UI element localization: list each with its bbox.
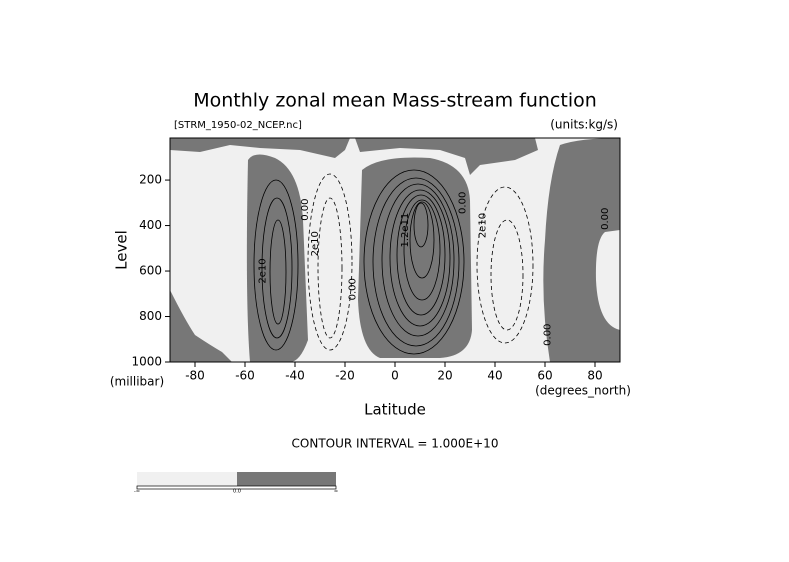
x-tick-label: -60 xyxy=(235,369,255,383)
colorbar-ticks xyxy=(136,485,337,490)
contour-label: 0.00 xyxy=(300,199,311,221)
contour-label: 1.2e11 xyxy=(400,213,411,248)
x-tick-label: -80 xyxy=(185,369,205,383)
colorbar-label: 0.0 xyxy=(233,489,241,495)
x-tick-label: -40 xyxy=(285,369,305,383)
contour-label: 2e10 xyxy=(258,258,269,283)
contour-lines xyxy=(253,169,534,355)
footer-note: CONTOUR INTERVAL = 1.000E+10 xyxy=(292,437,499,451)
y-axis-label: Level xyxy=(113,230,131,270)
x-tick-label: 60 xyxy=(537,369,552,383)
x-tick-label: -20 xyxy=(335,369,355,383)
x-tick-label: 40 xyxy=(487,369,502,383)
contour-label: 0.00 xyxy=(348,278,359,300)
y-tick-label: 400 xyxy=(139,218,162,232)
y-axis-unit: (millibar) xyxy=(110,375,164,389)
chart-title: Monthly zonal mean Mass-stream function xyxy=(193,90,597,112)
x-tick-label: 80 xyxy=(587,369,602,383)
subtitle-right: (units:kg/s) xyxy=(550,118,618,132)
y-tick-label: 600 xyxy=(139,264,162,278)
contour-label: 0.00 xyxy=(600,208,611,230)
contour-label: 0.00 xyxy=(543,324,554,346)
positive-regions xyxy=(170,138,620,362)
y-tick-label: 800 xyxy=(139,309,162,323)
colorbar: -∞ 0.0 ∞ xyxy=(134,472,338,495)
y-tick-label: 1000 xyxy=(131,355,162,369)
y-tick-label: 200 xyxy=(139,173,162,187)
x-axis-label: Latitude xyxy=(364,401,426,419)
colorbar-label: ∞ xyxy=(334,489,338,495)
plot-area xyxy=(169,137,621,363)
colorbar-negative xyxy=(137,472,237,486)
x-axis-unit: (degrees_north) xyxy=(535,384,631,398)
contour-label: 0.00 xyxy=(458,192,469,214)
colorbar-label: -∞ xyxy=(134,489,140,495)
contour-label: 2e10 xyxy=(478,213,489,238)
subtitle-left: [STRM_1950-02_NCEP.nc] xyxy=(174,120,302,131)
x-tick-label: 0 xyxy=(391,369,399,383)
axes: -80 -60 -40 -20 0 20 40 60 80 200 400 600 800 1000 2e1… xyxy=(131,173,611,383)
x-tick-label: 20 xyxy=(437,369,452,383)
colorbar-positive xyxy=(237,472,336,486)
contour-label: 2e10 xyxy=(310,231,321,256)
